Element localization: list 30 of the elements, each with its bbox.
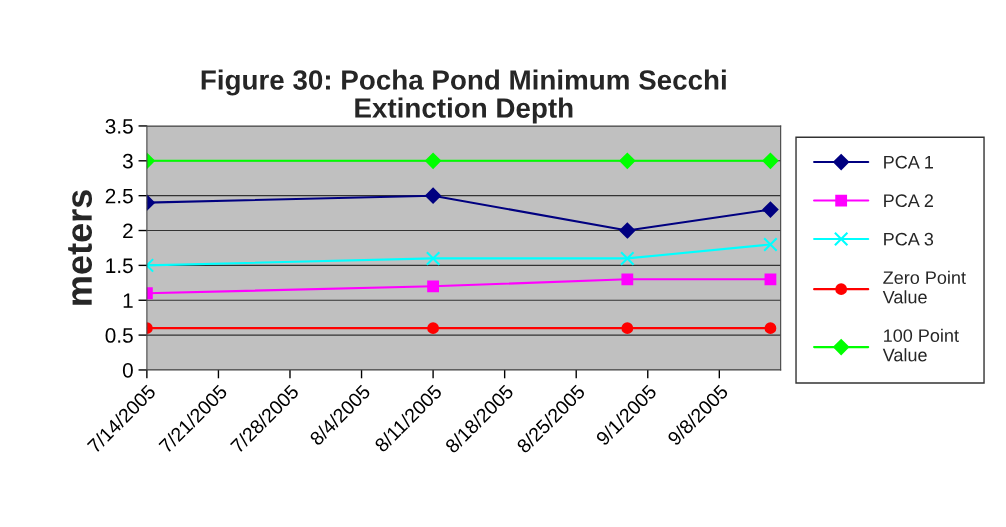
y-tick-label: 1 [123,293,133,308]
y-tick-label: 0 [122,362,133,378]
point [425,187,442,204]
point [764,273,777,286]
y-tick-label: 2.5 [105,188,133,204]
point [621,322,634,335]
point [764,322,777,335]
point [427,280,439,293]
point [427,322,439,335]
point [425,152,442,169]
point [425,251,441,266]
point [762,201,779,218]
y-tick-label: 0.5 [105,328,133,343]
point [621,273,634,286]
point [619,222,636,239]
y-tick-label: 1.5 [106,258,133,274]
legend-label: Zero Point Value [882,270,966,304]
legend-label: 100 Point Value [882,328,959,362]
legend-label: PCA 1 [884,155,933,169]
legend-label: PCA 3 [884,232,934,246]
point [619,152,636,169]
y-tick-label: 3.5 [105,118,133,134]
y-tick-label: 2 [123,223,133,239]
point [762,152,779,169]
point [620,251,635,266]
y-tick-label: 3 [122,153,133,169]
chart-title: Figure 30: Pocha Pond Minimum Secchi Extinction Depth [201,69,726,124]
y-axis-title: meters [68,190,93,305]
legend-label: PCA 2 [884,194,933,208]
point [763,237,778,252]
